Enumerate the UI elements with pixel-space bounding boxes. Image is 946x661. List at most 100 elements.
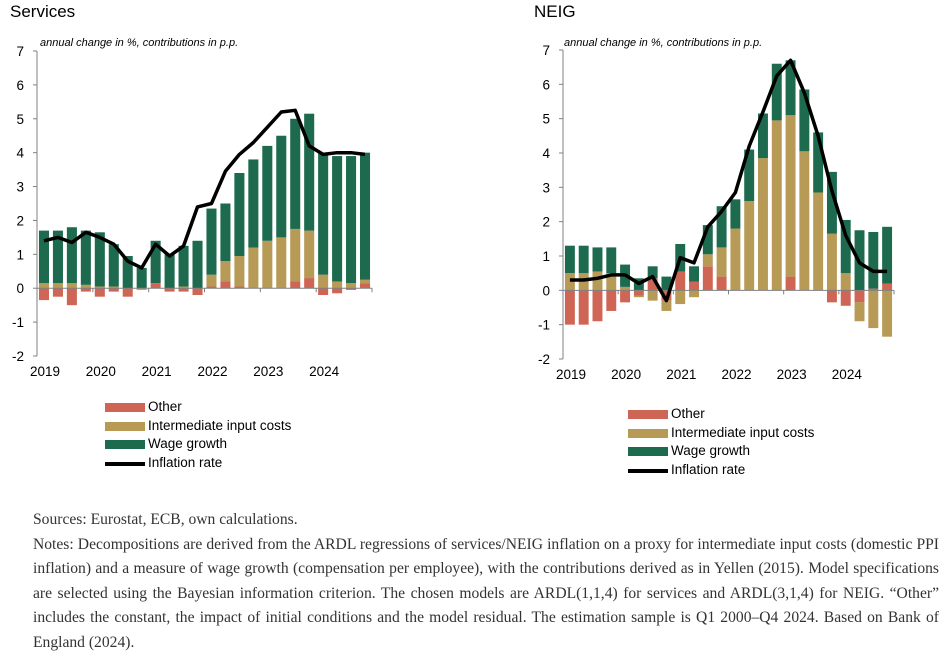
bar-intermediate bbox=[813, 192, 824, 291]
chart-subtitle: annual change in %, contributions in p.p… bbox=[40, 37, 238, 49]
y-tick-label: -1 bbox=[538, 318, 550, 333]
bar-wage bbox=[318, 152, 329, 275]
bar-wage bbox=[716, 206, 727, 248]
bar-intermediate bbox=[52, 283, 63, 289]
bar-wage bbox=[276, 135, 287, 238]
bar-wage bbox=[882, 226, 893, 284]
bar-other bbox=[38, 288, 50, 301]
bar-wage bbox=[826, 171, 837, 234]
bar-intermediate bbox=[592, 271, 603, 291]
bar-wage bbox=[122, 256, 133, 289]
bar-intermediate bbox=[744, 201, 755, 291]
notes-text: Notes: Decompositions are derived from t… bbox=[33, 535, 939, 651]
services-chart-title: Services bbox=[10, 2, 76, 21]
bar-wage bbox=[840, 219, 851, 274]
bar-intermediate bbox=[758, 158, 768, 291]
y-tick-label: 6 bbox=[16, 78, 24, 93]
bar-intermediate bbox=[826, 233, 837, 291]
bar-intermediate bbox=[661, 300, 672, 311]
bar-wage bbox=[606, 247, 617, 274]
bar-intermediate bbox=[80, 284, 91, 289]
legend-label-inflation: Inflation rate bbox=[671, 461, 746, 477]
neig-chart-panel: NEIG annual change in %, contributions i… bbox=[526, 0, 946, 480]
bar-other bbox=[702, 266, 713, 291]
neig-chart-title: NEIG bbox=[534, 2, 576, 21]
bar-intermediate bbox=[206, 274, 217, 287]
y-tick-label: 2 bbox=[542, 215, 550, 230]
bar-intermediate bbox=[304, 230, 315, 279]
bar-other bbox=[868, 288, 879, 291]
bar-wage bbox=[578, 245, 589, 274]
chart-notes: Sources: Eurostat, ECB, own calculations… bbox=[33, 508, 939, 656]
bar-wage bbox=[758, 113, 768, 159]
bar-other bbox=[178, 288, 189, 292]
bar-wage bbox=[346, 156, 357, 284]
bar-intermediate bbox=[564, 273, 575, 291]
y-tick-label: 7 bbox=[16, 44, 24, 59]
bar-other bbox=[150, 283, 161, 289]
bar-intermediate bbox=[854, 302, 865, 322]
bar-other bbox=[290, 281, 301, 289]
bar-other bbox=[675, 271, 686, 291]
bar-wage bbox=[220, 203, 231, 262]
bar-intermediate bbox=[675, 290, 686, 305]
bar-wage bbox=[702, 225, 713, 255]
bar-other bbox=[164, 288, 175, 292]
bar-wage bbox=[730, 199, 741, 229]
bar-other bbox=[304, 278, 315, 289]
bar-intermediate bbox=[332, 281, 343, 289]
legend-swatch-wage bbox=[628, 447, 668, 456]
bar-wage bbox=[80, 230, 91, 285]
y-tick-label: -2 bbox=[538, 352, 550, 367]
bar-other bbox=[346, 288, 357, 290]
bar-intermediate bbox=[276, 237, 287, 289]
bar-wage bbox=[771, 63, 782, 121]
y-tick-label: 0 bbox=[16, 281, 24, 296]
bar-other bbox=[785, 276, 796, 291]
legend-swatch-inflation bbox=[628, 468, 668, 473]
bar-intermediate bbox=[620, 286, 631, 291]
bar-wage bbox=[262, 145, 273, 241]
neig-chart: annual change in %, contributions in p.p… bbox=[538, 37, 895, 382]
chart-subtitle: annual change in %, contributions in p.p… bbox=[564, 37, 762, 49]
x-tick-label: 2021 bbox=[142, 364, 172, 379]
bar-intermediate bbox=[346, 283, 357, 289]
x-tick-label: 2024 bbox=[309, 364, 340, 379]
bar-wage bbox=[689, 266, 699, 282]
y-tick-label: -2 bbox=[12, 349, 24, 364]
bar-other bbox=[359, 283, 371, 289]
legend-label-wage: Wage growth bbox=[671, 443, 751, 458]
bar-other bbox=[564, 290, 575, 325]
bar-other bbox=[592, 290, 603, 322]
bar-wage bbox=[813, 132, 824, 193]
bar-wage bbox=[248, 159, 259, 248]
bar-other bbox=[234, 286, 245, 289]
y-tick-label: 3 bbox=[542, 180, 550, 195]
y-tick-label: 2 bbox=[16, 213, 24, 228]
bar-other bbox=[80, 288, 91, 292]
bar-wage bbox=[564, 245, 575, 274]
y-tick-label: 7 bbox=[542, 43, 550, 58]
bar-wage bbox=[799, 89, 810, 152]
x-tick-label: 2023 bbox=[253, 364, 283, 379]
bar-wage bbox=[108, 244, 119, 287]
bar-intermediate bbox=[178, 286, 189, 289]
bar-intermediate bbox=[840, 273, 851, 291]
bar-other bbox=[578, 290, 589, 325]
x-tick-label: 2020 bbox=[86, 364, 116, 379]
bar-wage bbox=[868, 231, 879, 289]
bar-intermediate bbox=[359, 279, 371, 284]
x-tick-label: 2022 bbox=[721, 367, 751, 382]
bar-intermediate bbox=[868, 290, 879, 329]
bar-wage bbox=[234, 173, 245, 257]
sources-text: Sources: Eurostat, ECB, own calculations… bbox=[33, 511, 298, 528]
bar-other bbox=[206, 286, 217, 289]
legend-label-wage: Wage growth bbox=[148, 436, 228, 451]
bar-other bbox=[647, 278, 658, 291]
bar-wage bbox=[206, 208, 217, 275]
bar-other bbox=[689, 281, 699, 291]
services-chart: annual change in %, contributions in p.p… bbox=[12, 37, 373, 379]
bar-other bbox=[220, 281, 231, 289]
bar-wage bbox=[150, 240, 161, 284]
y-tick-label: 4 bbox=[542, 146, 550, 161]
